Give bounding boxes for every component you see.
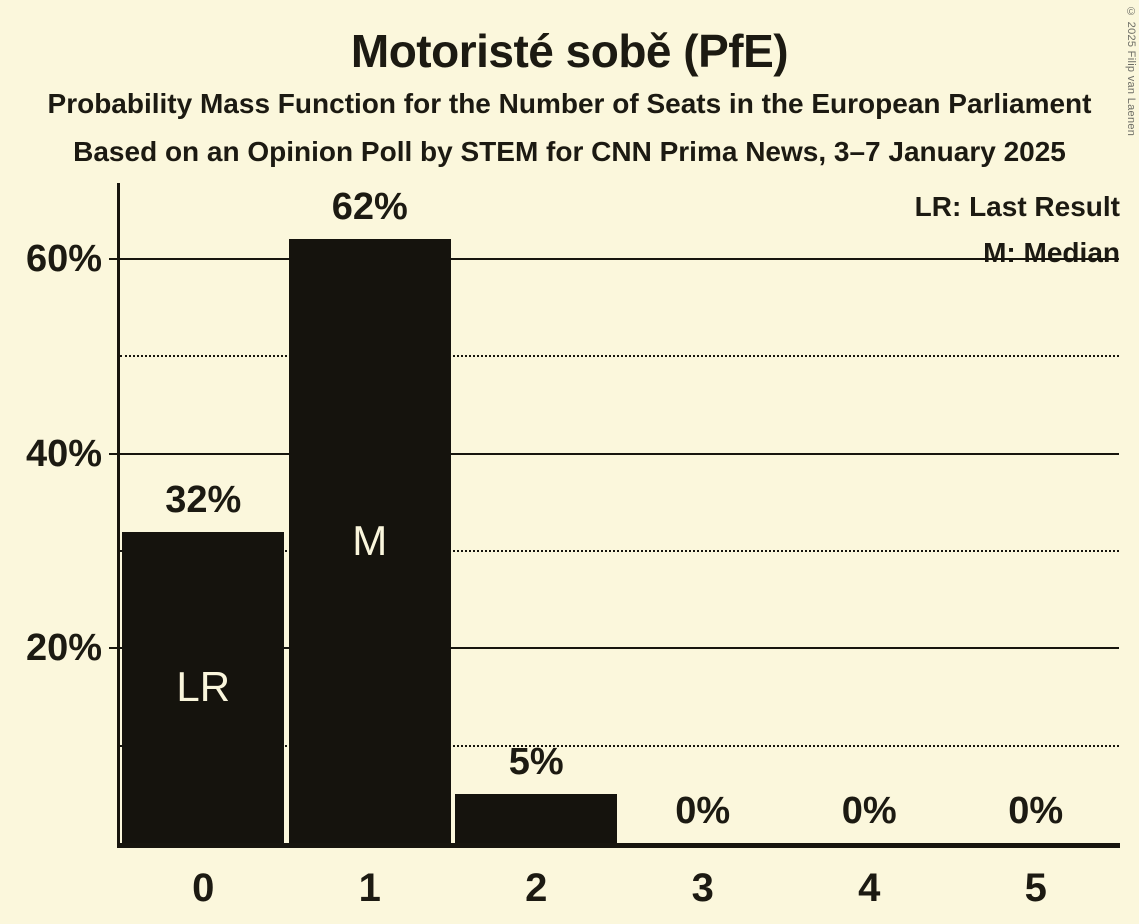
solid-gridline-40pct (109, 452, 1119, 455)
solid-gridline-20pct (109, 647, 1119, 650)
bar-annotation-lr: LR (176, 663, 231, 711)
copyright-notice: © 2025 Filip van Laenen (1125, 6, 1137, 137)
chart-poll-source: Based on an Opinion Poll by STEM for CNN… (73, 136, 1066, 167)
dotted-gridline-30pct (120, 549, 1119, 552)
x-tick-label-2: 2 (525, 866, 548, 910)
y-tick-label-20pct: 20% (25, 627, 102, 670)
value-label-seats-2: 5% (508, 741, 564, 784)
chart-title: Motoristé sobě (PfE) (350, 25, 789, 77)
value-label-seats-0: 32% (165, 478, 242, 521)
bar-seats-1 (288, 239, 451, 843)
value-label-seats-3: 0% (675, 790, 731, 832)
x-tick-label-5: 5 (1024, 866, 1047, 910)
bar-annotation-m: M (352, 517, 388, 565)
chart-subtitle: Probability Mass Function for the Number… (47, 88, 1092, 119)
x-tick-label-0: 0 (192, 866, 215, 910)
bar-seats-2 (455, 794, 617, 843)
solid-gridline-60pct (109, 257, 1119, 260)
y-tick-label-40pct: 40% (25, 432, 102, 475)
x-tick-label-1: 1 (358, 866, 381, 910)
legend: LR: Last Result M: Median (915, 184, 1120, 276)
dotted-gridline-50pct (120, 355, 1119, 358)
legend-median: M: Median (983, 237, 1120, 268)
y-axis-line (117, 183, 120, 845)
value-label-seats-1: 62% (331, 186, 408, 229)
x-axis-line (117, 843, 1120, 848)
value-label-seats-5: 0% (1008, 790, 1064, 832)
bar-seats-0 (122, 531, 284, 843)
x-tick-label-4: 4 (858, 866, 881, 910)
x-tick-label-3: 3 (691, 866, 714, 910)
y-tick-label-60pct: 60% (25, 237, 102, 280)
value-label-seats-4: 0% (841, 790, 897, 832)
plot-area: 32% LR 0 62% M 1 5% 2 0% 3 0% 4 0% 5 (109, 183, 1119, 910)
legend-last-result: LR: Last Result (914, 191, 1120, 222)
dotted-gridline-10pct (120, 744, 1119, 747)
